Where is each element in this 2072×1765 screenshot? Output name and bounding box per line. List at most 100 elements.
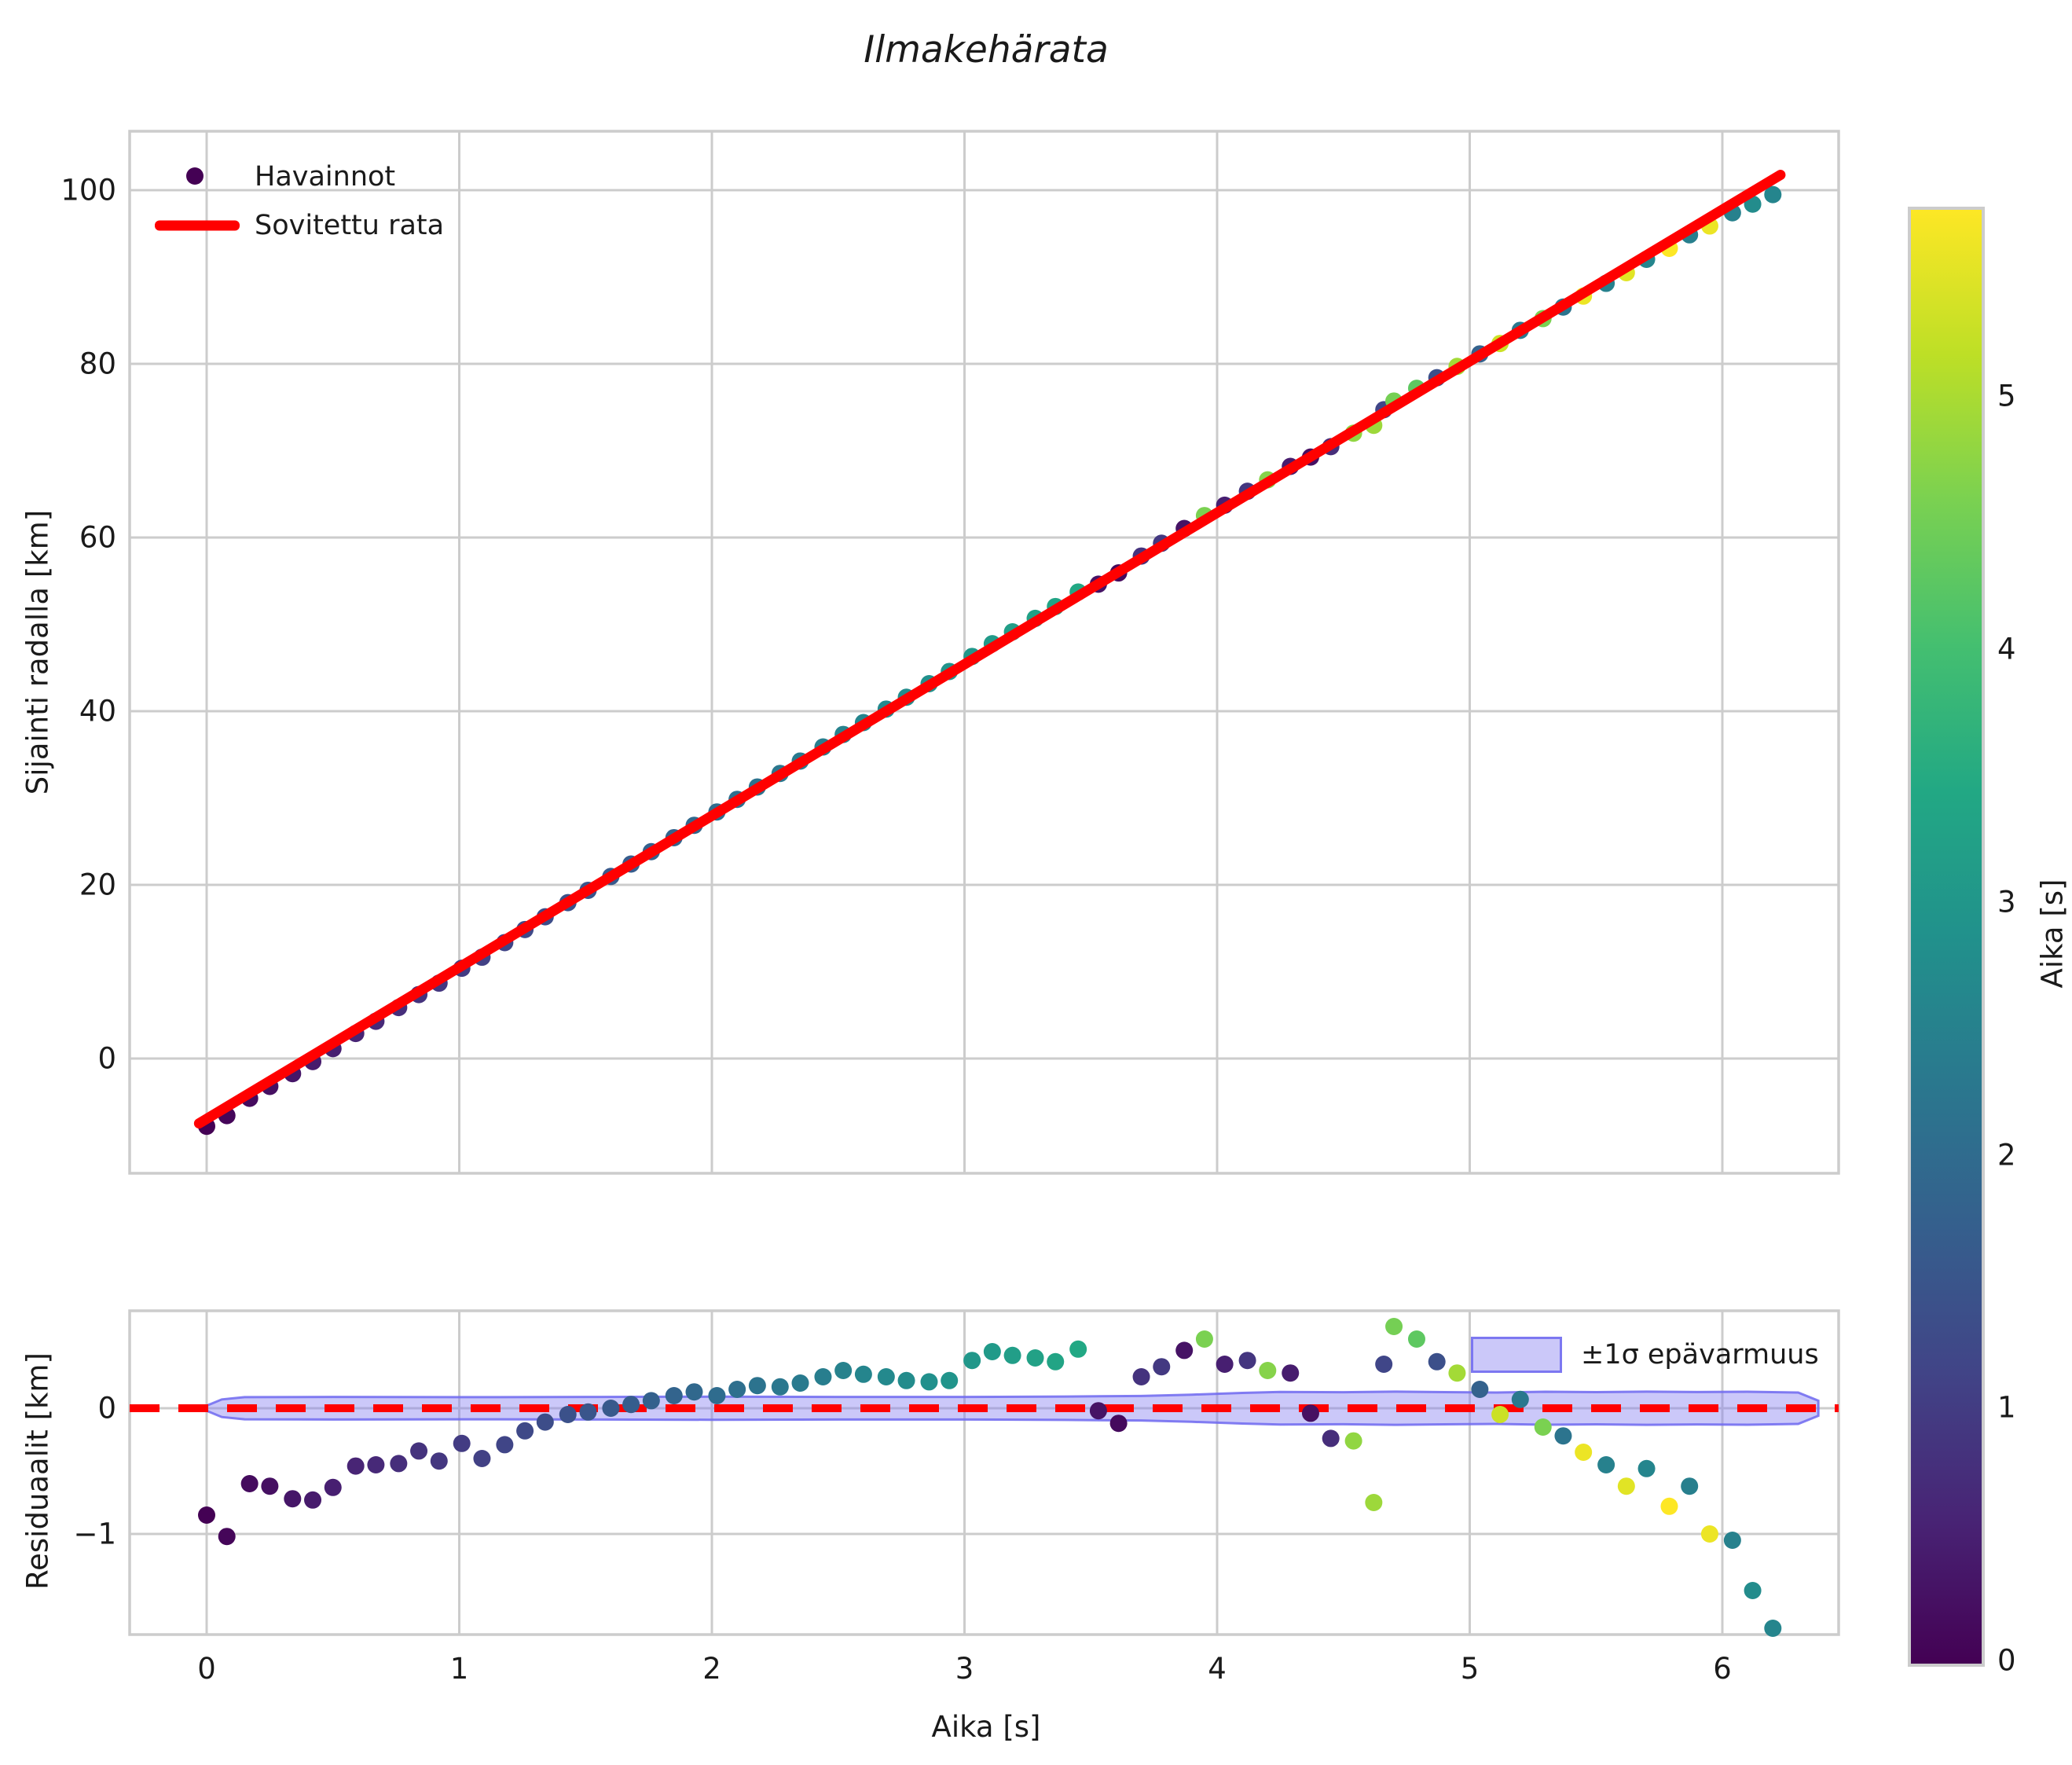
residual-point (1448, 1364, 1466, 1382)
residual-point (240, 1475, 259, 1492)
residual-point (198, 1506, 215, 1524)
residual-point (748, 1377, 766, 1395)
residual-point (1385, 1318, 1403, 1335)
residual-point (622, 1396, 640, 1414)
residual-point (1322, 1429, 1340, 1448)
residual-point (1069, 1340, 1087, 1358)
residual-point (1491, 1406, 1509, 1423)
residual-point (261, 1477, 279, 1495)
residual-y-tick-label: 0 (97, 1391, 116, 1426)
residual-point (367, 1456, 385, 1473)
x-tick-label: 0 (197, 1652, 216, 1686)
data-point (1764, 185, 1782, 204)
main-y-tick-label: 80 (79, 347, 116, 381)
residual-point (1681, 1477, 1699, 1495)
residual-point (1109, 1415, 1128, 1433)
residual-point (536, 1413, 554, 1431)
residual-point (983, 1343, 1001, 1360)
residual-y-axis-label: Residuaalit [km] (20, 1352, 55, 1590)
legend-band-label: ±1σ epävarmuus (1581, 1339, 1819, 1371)
x-tick-label: 3 (955, 1652, 974, 1686)
residual-point (1132, 1368, 1150, 1385)
residual-point (1175, 1341, 1194, 1360)
residual-point (920, 1373, 938, 1391)
residual-point (347, 1457, 365, 1475)
x-tick-label: 2 (702, 1652, 721, 1686)
residual-point (1026, 1349, 1044, 1367)
residual-point (877, 1368, 895, 1385)
legend-observations-label: Havainnot (255, 161, 396, 193)
residual-point (1375, 1356, 1393, 1373)
residual-point (791, 1374, 809, 1392)
x-tick-label: 4 (1208, 1652, 1227, 1686)
residual-point (941, 1371, 959, 1389)
fitted-line (193, 170, 1786, 1129)
residual-point (1282, 1364, 1300, 1382)
fit-line-sample-icon (155, 220, 240, 231)
residual-y-tick-label: −1 (73, 1517, 116, 1551)
residual-point (1407, 1330, 1425, 1348)
main-y-tick-label: 0 (97, 1041, 116, 1076)
residual-point (728, 1381, 746, 1398)
residual-point (602, 1400, 620, 1417)
residual-point (284, 1490, 302, 1508)
residual-point (1047, 1352, 1065, 1371)
main-y-axis-label: Sijainti radalla [km] (20, 509, 55, 795)
residual-point (1153, 1358, 1171, 1376)
colorbar-tick-label: 2 (1997, 1138, 2016, 1172)
residual-point (218, 1528, 236, 1546)
residual-point (1597, 1456, 1615, 1473)
residual-point (324, 1478, 342, 1496)
residual-point (430, 1452, 448, 1470)
main-y-tick-label: 40 (79, 694, 116, 728)
residual-point (708, 1387, 726, 1404)
colorbar-tick-label: 4 (1997, 632, 2016, 666)
x-tick-label: 1 (449, 1652, 469, 1686)
residual-point (1554, 1427, 1572, 1445)
residual-point (1723, 1532, 1741, 1549)
residual-point (814, 1368, 832, 1385)
residual-point (579, 1403, 597, 1421)
residual-point (559, 1406, 577, 1423)
residual-point (963, 1352, 981, 1370)
residual-point (410, 1442, 428, 1460)
residual-point (473, 1450, 491, 1467)
residual-point (1471, 1381, 1489, 1398)
residual-point (642, 1392, 660, 1410)
residual-point (854, 1365, 872, 1383)
residual-axes-spine (128, 1309, 1840, 1636)
x-tick-label: 5 (1460, 1652, 1480, 1686)
colorbar (1908, 207, 1985, 1667)
main-y-tick-label: 20 (79, 868, 116, 902)
residual-point (1344, 1432, 1362, 1450)
residual-point (1195, 1330, 1213, 1348)
main-axes-spine (128, 130, 1840, 1175)
band-patch-icon (1471, 1337, 1562, 1373)
residual-point (665, 1387, 683, 1404)
residual-point (1534, 1418, 1552, 1436)
colorbar-label: Aika [s] (2035, 879, 2070, 989)
colorbar-tick-label: 1 (1997, 1390, 2016, 1425)
legend-fit-label: Sovitettu rata (255, 210, 445, 241)
colorbar-tick-label: 5 (1997, 379, 2016, 413)
residual-point (1089, 1402, 1107, 1420)
residual-point (1003, 1346, 1021, 1364)
residual-point (1365, 1494, 1383, 1511)
residual-point (516, 1422, 534, 1440)
x-axis-label: Aika [s] (931, 1710, 1041, 1744)
residual-point (1428, 1352, 1446, 1371)
observations-marker-icon (186, 167, 204, 185)
residual-point (897, 1371, 915, 1389)
residual-point (1259, 1362, 1277, 1379)
x-tick-label: 6 (1713, 1652, 1732, 1686)
residual-point (1575, 1444, 1593, 1461)
residual-point (1301, 1404, 1319, 1422)
residual-point (771, 1378, 789, 1396)
residual-point (1744, 1582, 1762, 1599)
residual-point (1637, 1459, 1656, 1477)
residual-point (834, 1362, 853, 1379)
colorbar-tick-label: 3 (1997, 885, 2016, 919)
residual-point (1238, 1352, 1256, 1370)
